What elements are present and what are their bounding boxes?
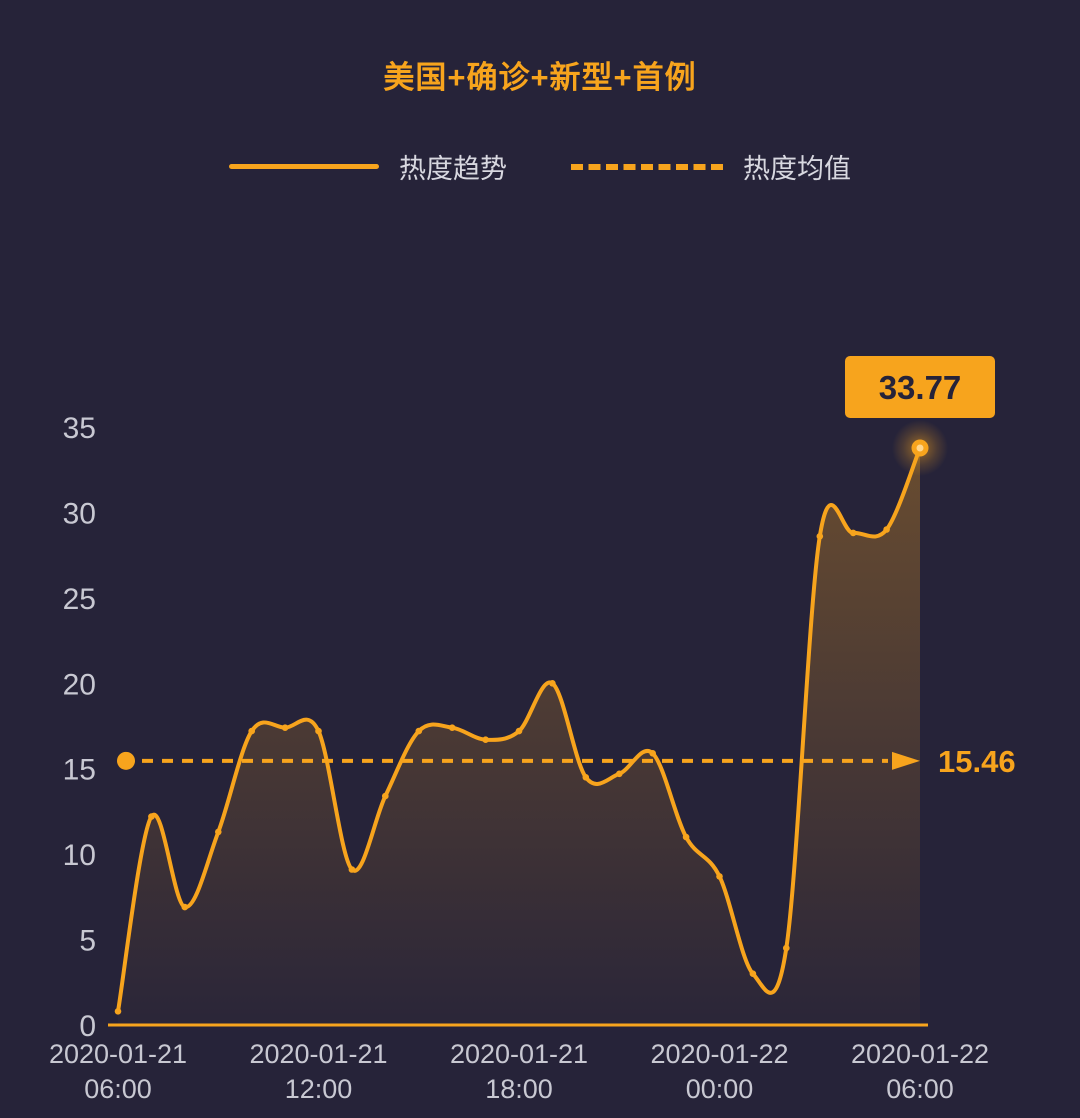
data-point <box>382 792 389 800</box>
x-tick-time: 06:00 <box>886 1074 954 1104</box>
x-axis-labels: 2020-01-21 06:00 2020-01-21 12:00 2020-01-21… <box>49 1039 989 1104</box>
average-value-label: 15.46 <box>938 744 1016 779</box>
data-point <box>482 736 489 743</box>
data-point <box>783 944 790 952</box>
y-tick-label: 35 <box>63 412 96 445</box>
legend-average-label: 热度均值 <box>743 154 851 184</box>
data-point <box>515 727 523 735</box>
data-point <box>682 833 690 841</box>
data-point-dots <box>114 526 890 1015</box>
data-point <box>281 724 289 731</box>
page-title: 美国+确诊+新型+首例 <box>383 60 697 95</box>
data-point <box>749 970 757 977</box>
y-tick-label: 10 <box>63 839 96 872</box>
average-line-start-dot <box>117 751 135 770</box>
chart-legend: 热度趋势 热度均值 <box>0 147 1080 186</box>
data-point <box>315 727 322 735</box>
average-line-arrow-icon <box>892 751 920 770</box>
chart-header: 美国+确诊+新型+首例 热度趋势 热度均值 <box>0 0 1080 186</box>
data-point <box>215 828 222 836</box>
y-tick-label: 30 <box>63 497 96 530</box>
legend-item-trend[interactable]: 热度趋势 <box>229 147 507 186</box>
x-tick-date: 2020-01-21 <box>249 1039 387 1069</box>
endpoint-marker[interactable] <box>892 420 948 477</box>
x-tick-date: 2020-01-22 <box>650 1039 788 1069</box>
data-point <box>114 1008 122 1015</box>
data-point <box>549 680 556 687</box>
x-tick-date: 2020-01-21 <box>49 1039 187 1069</box>
data-point <box>248 727 255 735</box>
trend-line <box>116 446 922 1014</box>
y-tick-label: 25 <box>63 583 96 616</box>
data-point <box>649 750 656 757</box>
data-point <box>148 813 155 820</box>
y-tick-label: 0 <box>79 1010 96 1043</box>
data-point <box>582 774 590 781</box>
y-axis-labels: 0 5 10 15 20 25 30 35 <box>63 412 96 1043</box>
x-tick-time: 06:00 <box>84 1074 152 1104</box>
y-tick-label: 5 <box>79 925 96 958</box>
legend-item-average[interactable]: 热度均值 <box>571 147 851 186</box>
y-tick-label: 15 <box>63 754 96 787</box>
data-point <box>849 529 857 537</box>
endpoint-label-text: 33.77 <box>879 369 962 406</box>
solid-line-swatch <box>229 164 379 169</box>
endpoint-value-label: 33.77 <box>845 356 995 419</box>
x-tick-time: 00:00 <box>686 1074 754 1104</box>
data-point <box>816 533 824 540</box>
dashed-line-swatch <box>571 163 723 170</box>
data-point <box>616 770 623 778</box>
x-tick-date: 2020-01-21 <box>450 1039 588 1069</box>
y-tick-label: 20 <box>63 668 96 701</box>
x-tick-date: 2020-01-22 <box>851 1039 989 1069</box>
x-tick-time: 12:00 <box>285 1074 353 1104</box>
data-point <box>716 873 723 880</box>
endpoint-label-box <box>845 356 995 419</box>
x-tick-time: 18:00 <box>485 1074 553 1104</box>
data-point <box>415 727 423 735</box>
data-point <box>348 866 356 873</box>
data-point <box>883 526 890 533</box>
endpoint-dot-core <box>916 444 924 452</box>
area-fill <box>118 448 920 1025</box>
data-point <box>448 724 456 731</box>
data-point <box>181 903 189 911</box>
legend-trend-label: 热度趋势 <box>399 154 507 184</box>
average-line: 15.46 <box>117 744 1016 779</box>
